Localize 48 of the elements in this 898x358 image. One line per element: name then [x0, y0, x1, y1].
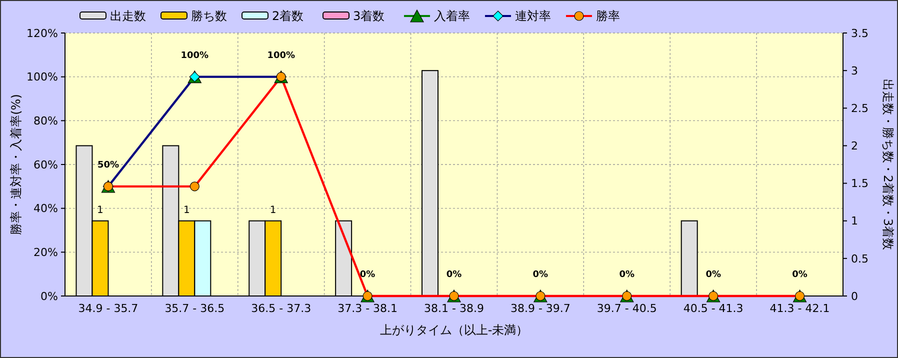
x-tick-label: 38.9 - 39.7	[510, 302, 570, 315]
legend-label: 勝率	[596, 9, 620, 24]
legend-label: 3着数	[353, 9, 385, 24]
y2-tick-label: 2.5	[851, 102, 868, 115]
x-tick-label: 39.7 - 40.5	[596, 302, 657, 315]
data-label: 0%	[619, 270, 635, 280]
y2-tick-label: 0.5	[851, 252, 868, 266]
y2-tick-label: 1	[851, 214, 858, 228]
data-label: 100%	[180, 50, 209, 61]
y2-tick-label: 0	[851, 290, 858, 303]
y-axis-title: 勝率・連対率・入着率(%)	[9, 94, 23, 235]
data-label: 0%	[446, 270, 462, 280]
y-tick-label: 80%	[34, 114, 58, 128]
x-tick-label: 41.3 - 42.1	[770, 302, 830, 315]
legend-label: 出走数	[110, 9, 146, 24]
y2-tick-label: 3.5	[851, 26, 868, 40]
data-label: 1	[270, 204, 276, 216]
x-tick-label: 35.7 - 36.5	[164, 302, 225, 315]
x-axis-title: 上がりタイム（以上-未満）	[380, 323, 528, 337]
bar	[680, 220, 698, 296]
y2-tick-label: 1.5	[851, 177, 868, 190]
data-label: 0%	[706, 270, 721, 280]
x-tick-label: 37.3 - 38.1	[338, 302, 398, 315]
legend-label: 入着率	[434, 9, 470, 24]
data-label: 1	[97, 204, 104, 216]
y2-tick-label: 3	[851, 64, 858, 78]
y-tick-label: 60%	[34, 158, 58, 172]
x-tick-label: 34.9 - 35.7	[78, 302, 138, 315]
bar	[422, 70, 439, 296]
y-tick-label: 100%	[26, 70, 58, 84]
x-tick-label: 38.1 - 38.9	[424, 302, 484, 315]
data-label: 100%	[267, 50, 296, 61]
data-label: 0%	[532, 270, 548, 280]
y-tick-label: 40%	[34, 202, 58, 216]
data-label: 0%	[792, 270, 808, 280]
x-tick-label: 36.5 - 37.3	[251, 302, 312, 315]
data-label: 50%	[97, 160, 119, 170]
legend-label: 勝ち数	[191, 9, 227, 24]
legend-label: 2着数	[272, 9, 304, 24]
legend-label: 連対率	[515, 9, 551, 24]
data-label: 1	[183, 204, 190, 216]
y-tick-label: 20%	[34, 246, 58, 260]
y2-tick-label: 2	[851, 140, 858, 153]
y-tick-label: 120%	[26, 26, 58, 40]
data-label: 0%	[360, 270, 376, 280]
x-tick-label: 40.5 - 41.3	[683, 302, 744, 315]
y-tick-label: 0%	[40, 290, 58, 303]
y2-axis-title: 出走数・勝ち数・2着数・3着数	[881, 78, 895, 250]
